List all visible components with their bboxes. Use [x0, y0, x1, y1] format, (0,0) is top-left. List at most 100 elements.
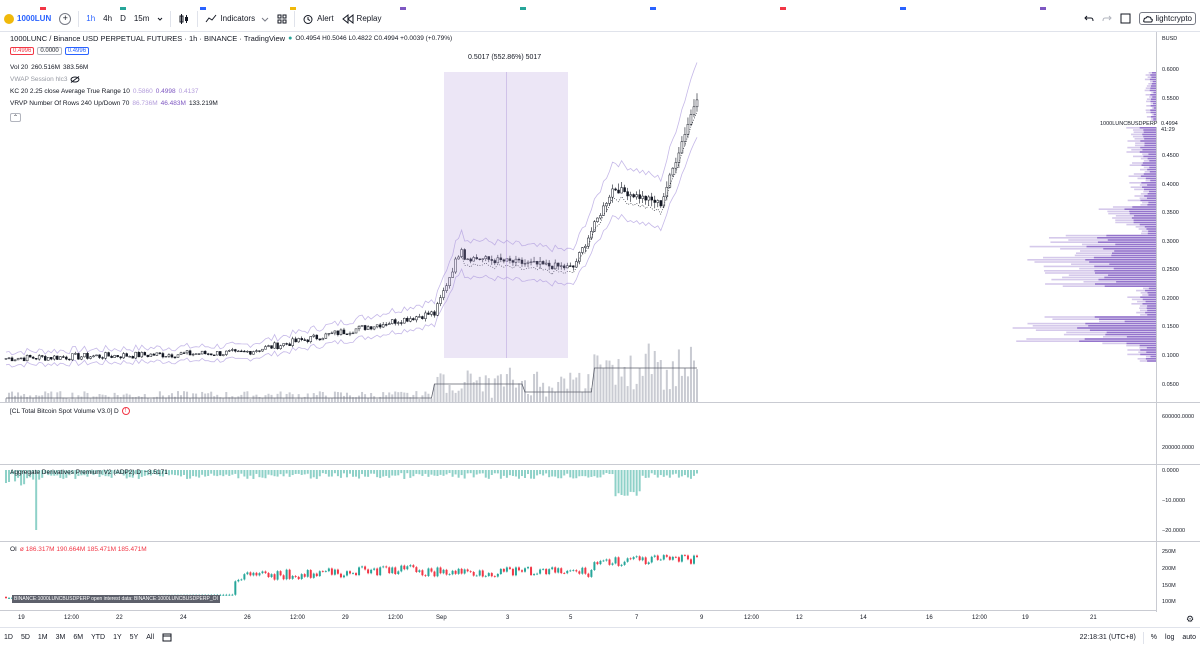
- adp-bar: [602, 470, 605, 475]
- legend-collapse-button[interactable]: ⌃: [10, 113, 22, 122]
- volume-bar: [264, 395, 267, 402]
- sell-button[interactable]: 0.4996: [10, 47, 35, 55]
- replay-button[interactable]: Replay: [338, 8, 386, 30]
- candle-body: [475, 257, 478, 260]
- range-3m[interactable]: 3M: [55, 634, 66, 641]
- adp-bar: [41, 470, 44, 478]
- chart-area[interactable]: 0.5017 (552.86%) 5017 1000LUNC / Binance…: [0, 32, 1200, 627]
- range-1y[interactable]: 1Y: [113, 634, 122, 641]
- toolbar-divider: [78, 10, 80, 27]
- candle-body: [303, 339, 306, 341]
- vwap-legend[interactable]: VWAP Session hlc3: [10, 76, 80, 83]
- volume-bar: [388, 392, 391, 402]
- range-6m[interactable]: 6M: [73, 634, 84, 641]
- range-1m[interactable]: 1M: [37, 634, 48, 641]
- candle-body: [641, 195, 644, 199]
- chart-type-button[interactable]: [174, 8, 194, 30]
- oi-candle-body: [315, 573, 318, 577]
- range-ytd[interactable]: YTD: [91, 634, 106, 641]
- fullscreen-button[interactable]: [1116, 8, 1135, 30]
- undo-button[interactable]: [1080, 8, 1098, 30]
- candle-body: [282, 343, 285, 346]
- undo-icon: [1084, 15, 1094, 21]
- buy-button[interactable]: 0.4996: [64, 47, 90, 55]
- adp-bar: [620, 470, 623, 495]
- volume-bar: [382, 392, 385, 402]
- layout-button[interactable]: [273, 8, 291, 30]
- pane-divider[interactable]: [0, 541, 1200, 542]
- eye-hidden-icon[interactable]: [70, 76, 80, 83]
- volume-bar: [53, 398, 56, 402]
- price-axis-currency: BUSD: [1162, 36, 1178, 42]
- price-axis[interactable]: [1156, 32, 1200, 612]
- candle-body: [593, 221, 596, 232]
- candle-body: [644, 195, 647, 201]
- candle-body: [581, 247, 584, 253]
- candle-body: [86, 353, 89, 359]
- oi-candle-body: [355, 573, 358, 576]
- redo-button[interactable]: [1098, 8, 1116, 30]
- pane-divider[interactable]: [0, 464, 1200, 465]
- timeframe-d[interactable]: D: [120, 14, 126, 23]
- adp-bar: [466, 470, 469, 474]
- oi-candle-body: [617, 557, 620, 566]
- volume-bar: [186, 391, 189, 402]
- candle-body: [83, 353, 86, 358]
- range-5d[interactable]: 5D: [20, 634, 30, 641]
- candle-body: [418, 316, 421, 318]
- adp-bar: [548, 470, 551, 478]
- oi-candle-body: [243, 574, 246, 580]
- user-menu[interactable]: lightcrypto: [1135, 8, 1200, 30]
- oi-candle-body: [545, 569, 548, 575]
- clock-display[interactable]: 22:18:31 (UTC+8): [1079, 634, 1136, 641]
- timeframe-dropdown-button[interactable]: [153, 8, 167, 30]
- goto-date-button[interactable]: [158, 632, 176, 644]
- oi-candle-body: [524, 568, 527, 572]
- compare-button[interactable]: +: [55, 8, 75, 30]
- oi-candle-body: [505, 567, 508, 572]
- candle-body: [381, 324, 385, 328]
- error-icon[interactable]: !: [121, 407, 130, 415]
- candle-body: [671, 167, 675, 176]
- chart-settings-button[interactable]: ⚙: [1186, 614, 1194, 625]
- timeframe-1h[interactable]: 1h: [86, 14, 96, 23]
- adp-bar: [267, 470, 270, 475]
- oi-legend[interactable]: OI ø 186.317M 190.664M 185.471M 185.471M: [10, 546, 147, 553]
- range-all[interactable]: All: [146, 634, 155, 641]
- candle-body: [13, 359, 17, 362]
- volume-bar: [282, 398, 285, 402]
- indicators-button[interactable]: Indicators: [201, 8, 273, 30]
- range-1d[interactable]: 1D: [4, 634, 13, 641]
- time-axis[interactable]: 19 12:00 22 24 26 12:00 29 12:00 Sep 3 5 7 9 12:00 12 1…: [0, 610, 1156, 627]
- volume-bar: [210, 391, 213, 402]
- adp-bar: [499, 470, 502, 479]
- timeframe-15m[interactable]: 15m: [133, 14, 150, 23]
- adp-legend[interactable]: Aggregate Derivatives Premium V2 (ADP2) …: [10, 469, 168, 476]
- pane-divider[interactable]: [0, 402, 1200, 403]
- oi-candle-body: [490, 573, 493, 577]
- candle-body: [463, 249, 466, 260]
- range-5y[interactable]: 5Y: [129, 634, 139, 641]
- auto-toggle[interactable]: auto: [1182, 634, 1196, 641]
- adp-bar: [692, 470, 695, 476]
- timeframe-4h[interactable]: 4h: [103, 14, 113, 23]
- volume-bar: [231, 396, 234, 402]
- time-axis-tick: 29: [342, 615, 349, 621]
- chart-canvas[interactable]: [0, 32, 1200, 627]
- volume-bar: [430, 398, 433, 402]
- alert-button[interactable]: Alert: [298, 8, 337, 30]
- volume-legend[interactable]: Vol 20 260.516M 383.56M: [10, 64, 88, 71]
- vrvp-total-value: 133.219M: [188, 100, 218, 107]
- vrvp-legend[interactable]: VRVP Number Of Rows 240 Up/Down 70 86.73…: [10, 100, 218, 107]
- candle-body: [4, 358, 8, 360]
- keltner-legend[interactable]: KC 20 2.25 close Average True Range 10 0…: [10, 88, 199, 95]
- log-toggle[interactable]: log: [1165, 634, 1175, 641]
- volume-bar: [119, 397, 122, 402]
- cl-legend[interactable]: [CL Total Bitcoin Spot Volume V3.0] D !: [10, 407, 130, 415]
- candle-body: [617, 189, 620, 194]
- symbol-search-button[interactable]: 1000LUN: [0, 8, 55, 30]
- percent-toggle[interactable]: %: [1150, 634, 1158, 641]
- adp-bar: [261, 470, 264, 478]
- adp-bar: [680, 470, 683, 477]
- volume-profile-row-down: [1147, 168, 1156, 171]
